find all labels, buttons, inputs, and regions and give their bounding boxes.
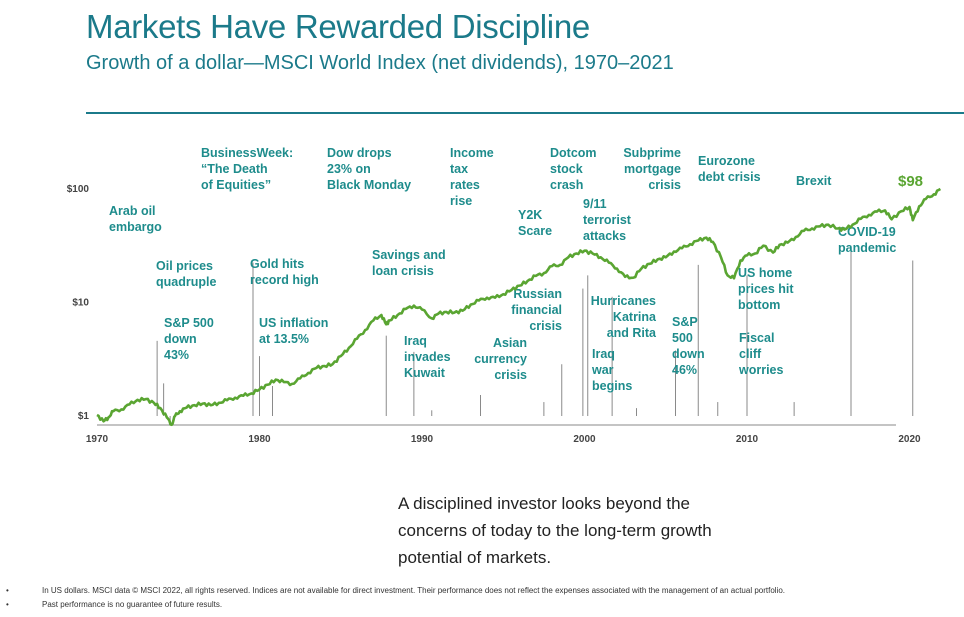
- annotation-label: Y2K: [518, 208, 542, 222]
- annotation-label: debt crisis: [698, 170, 761, 184]
- annotation-label: Income: [450, 146, 494, 160]
- annotation-label: Iraq: [592, 347, 615, 361]
- annotation-label: currency: [474, 352, 527, 366]
- annotation-label: Asian: [493, 336, 527, 350]
- annotation-label: down: [164, 332, 197, 346]
- y-tick-label: $100: [67, 184, 90, 195]
- x-tick-label: 2010: [736, 434, 759, 445]
- annotation-label: financial: [511, 303, 562, 317]
- annotation-label: cliff: [739, 347, 762, 361]
- title-divider: [86, 112, 964, 114]
- x-tick-label: 1990: [411, 434, 434, 445]
- annotation-label: 23% on: [327, 162, 371, 176]
- annotation-label: Black Monday: [327, 178, 411, 192]
- annotation-label: 43%: [164, 348, 189, 362]
- annotation-label: BusinessWeek:: [201, 146, 293, 160]
- annotation-label: Hurricanes: [591, 294, 656, 308]
- annotation-label: crisis: [529, 319, 562, 333]
- annotation-label: Oil prices: [156, 259, 213, 273]
- annotation-label: crisis: [648, 178, 681, 192]
- x-tick-label: 1980: [248, 434, 271, 445]
- footnote-text: Past performance is no guarantee of futu…: [42, 600, 223, 609]
- annotation-label: Dotcom: [550, 146, 597, 160]
- chart-subtitle: Growth of a dollar—MSCI World Index (net…: [86, 52, 674, 74]
- annotation-label: Arab oil: [109, 204, 156, 218]
- annotation-label: at 13.5%: [259, 332, 309, 346]
- bullet-icon: •: [6, 586, 9, 595]
- y-tick-label: $10: [72, 298, 89, 309]
- annotation-label: loan crisis: [372, 264, 434, 278]
- annotation-label: US inflation: [259, 316, 328, 330]
- callout-line: A disciplined investor looks beyond the: [398, 494, 691, 513]
- y-tick-label: $1: [78, 411, 90, 422]
- annotation-label: Kuwait: [404, 366, 446, 380]
- footnote-2: • Past performance is no guarantee of fut…: [6, 600, 222, 609]
- annotation-label: terrorist: [583, 213, 632, 227]
- annotation-label: 9/11: [583, 197, 607, 211]
- footnote-text: In US dollars. MSCI data © MSCI 2022, al…: [42, 586, 786, 595]
- annotation-label: mortgage: [624, 162, 681, 176]
- annotation-label: war: [591, 363, 614, 377]
- annotation-label: invades: [404, 350, 451, 364]
- callout-line: potential of markets.: [398, 548, 552, 567]
- annotation-label: Savings and: [372, 248, 446, 262]
- annotation-label: Iraq: [404, 334, 427, 348]
- annotation-label: record high: [250, 273, 319, 287]
- annotation-label: down: [672, 347, 705, 361]
- annotation-label: attacks: [583, 229, 626, 243]
- annotation-label: pandemic: [838, 241, 896, 255]
- annotation-label: 46%: [672, 363, 697, 377]
- annotation-label: Gold hits: [250, 257, 304, 271]
- annotation-label: Subprime: [623, 146, 681, 160]
- annotation-label: and Rita: [607, 326, 657, 340]
- annotation-label: S&P 500: [164, 316, 214, 330]
- x-tick-label: 1970: [86, 434, 109, 445]
- annotation-label: tax: [450, 162, 468, 176]
- annotation-label: COVID-19: [838, 225, 896, 239]
- annotation-label: worries: [738, 363, 784, 377]
- end-value-label: $98: [898, 173, 923, 190]
- annotation-label: Russian: [513, 287, 562, 301]
- annotation-label: 500: [672, 331, 693, 345]
- chart-title: Markets Have Rewarded Discipline: [86, 8, 590, 45]
- bullet-icon: •: [6, 600, 9, 609]
- annotation-label: embargo: [109, 220, 162, 234]
- annotation-label: “The Death: [201, 162, 268, 176]
- annotation-label: rise: [450, 194, 472, 208]
- annotation-label: S&P: [672, 315, 698, 329]
- annotation-label: of Equities”: [201, 178, 271, 192]
- annotation-label: begins: [592, 379, 632, 393]
- annotation-label: Brexit: [796, 174, 832, 188]
- annotation-label: prices hit: [738, 282, 794, 296]
- annotation-label: rates: [450, 178, 480, 192]
- growth-line-series: [96, 187, 942, 427]
- callout-text: A disciplined investor looks beyond the …: [398, 490, 818, 571]
- annotation-label: Eurozone: [698, 154, 755, 168]
- annotation-label: Fiscal: [739, 331, 774, 345]
- x-tick-label: 2020: [898, 434, 921, 445]
- annotation-label: US home: [738, 266, 792, 280]
- annotation-label: crash: [550, 178, 583, 192]
- annotation-label: stock: [550, 162, 583, 176]
- footnote-1: • In US dollars. MSCI data © MSCI 2022, a…: [6, 586, 785, 595]
- annotation-label: Scare: [518, 224, 552, 238]
- annotation-label: Dow drops: [327, 146, 392, 160]
- x-tick-label: 2000: [573, 434, 596, 445]
- callout-line: concerns of today to the long-term growt…: [398, 521, 712, 540]
- annotation-label: quadruple: [156, 275, 216, 289]
- annotation-label: bottom: [738, 298, 780, 312]
- annotation-label: Katrina: [613, 310, 657, 324]
- annotation-label: crisis: [494, 368, 527, 382]
